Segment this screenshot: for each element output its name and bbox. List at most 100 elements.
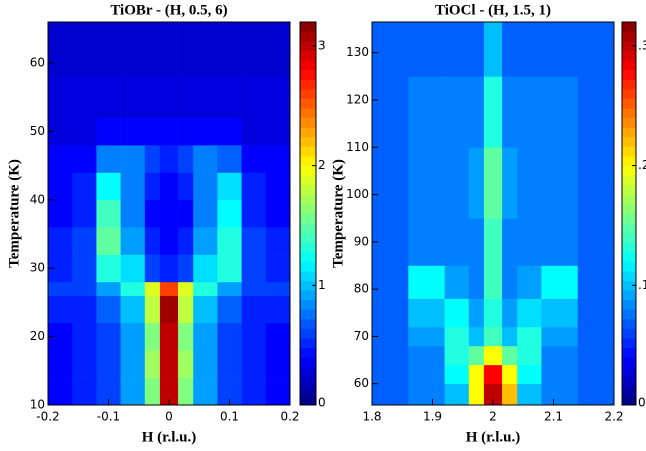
heatmap-cell [541,22,578,77]
colorbar-step [622,376,636,387]
heatmap-cell [48,350,73,378]
heatmap-cell [444,298,470,328]
heatmap-cell [241,117,267,146]
colorbar-step [300,136,316,147]
heatmap-cell [72,322,97,351]
heatmap-cell [372,22,409,77]
heatmap-cell [159,377,179,406]
heatmap-cell [372,76,409,148]
x-tick-label: 2.1 [544,410,563,424]
heatmap-cell [96,145,121,173]
colorbar-step [300,203,316,214]
colorbar-step [300,108,316,119]
heatmap-cell [120,76,146,119]
colorbar-step [300,261,316,272]
heatmap-cell [159,281,179,296]
colorbar-step [300,194,316,205]
heatmap-cell [72,76,97,119]
heatmap-cell [372,364,409,385]
heatmap-cell [517,76,542,148]
heatmap-cell [178,22,194,78]
heatmap-cell [178,254,194,283]
colorbar-step [300,41,316,52]
y-tick-label: 10 [30,398,45,412]
colorbar-step [622,175,636,186]
heatmap-cell [48,172,73,201]
colorbar-step [300,60,316,71]
heatmap-cell [241,322,267,351]
heatmap-cell [502,147,518,219]
colorbar-step [300,213,316,224]
heatmap-cell [120,377,146,406]
colorbar-frame [299,21,317,406]
y-tick-label: 110 [346,140,369,154]
heatmap-cell [502,76,518,148]
heatmap-cell [120,22,146,78]
heatmap-cell [217,199,242,228]
y-tick-label: 130 [346,45,369,59]
heatmap-cell [517,383,542,406]
colorbar-tick-label: .1 [638,278,646,292]
heatmap-cell [483,345,503,366]
heatmap-cell [120,172,146,201]
colorbar-step [300,156,316,167]
colorbar-step [622,290,636,301]
y-tick-label: 80 [354,282,369,296]
heatmap-cell [483,147,503,219]
heatmap-cell [144,254,161,283]
heatmap-cell [159,295,179,324]
heatmap-cell [408,298,445,328]
colorbar-step [300,309,316,320]
colorbar-step [300,385,316,396]
x-tick-label: 0 [165,410,173,424]
x-tick-label: 2 [489,410,497,424]
heatmap-cell [193,322,218,351]
heatmap-cell [48,76,73,119]
heatmap-cell [241,281,267,296]
heatmap-cell [217,76,242,119]
heatmap-cell [178,117,194,146]
heatmap-cell [144,22,161,78]
heatmap-cell [96,295,121,324]
heatmap-cell [517,326,542,347]
heatmap-cell [96,281,121,296]
heatmap-cell [444,147,470,219]
heatmap-cell [517,298,542,328]
y-tick-label: 100 [346,187,369,201]
heatmap-cell [577,22,615,77]
heatmap-cell [241,22,267,78]
heatmap-cell [120,199,146,228]
heatmap-cell [48,377,73,406]
colorbar-step [300,50,316,61]
heatmap-cell [541,345,578,366]
heatmap-cell [468,147,485,219]
y-tick-label: 30 [30,261,45,275]
colorbar-step [300,337,316,348]
heatmap-cell [120,350,146,378]
colorbar-step [300,347,316,358]
colorbar-step [622,50,636,61]
colorbar-step [300,31,316,42]
heatmap-cell [265,377,291,406]
heatmap-cell [444,218,470,266]
heatmap-cell [96,117,121,146]
y-tick-label: 70 [354,329,369,343]
heatmap-cell [265,76,291,119]
colorbar-step [622,280,636,291]
colorbar-step [300,366,316,377]
heatmap-cell [120,254,146,283]
y-tick-label: 90 [354,234,369,248]
colorbar-step [622,127,636,138]
heatmap-cell [241,350,267,378]
heatmap-cell [193,76,218,119]
heatmap-cell [178,377,194,406]
colorbar-step [622,136,636,147]
heatmap-cell [483,298,503,328]
heatmap-cell [468,218,485,266]
heatmap-cell [468,76,485,148]
heatmap-cell [468,298,485,328]
chart-title: TiOBr - (H, 0.5, 6) [110,2,227,18]
x-tick-label: 1.8 [362,410,381,424]
heatmap-cell [178,281,194,296]
x-axis-label: H (r.l.u.) [466,429,520,445]
